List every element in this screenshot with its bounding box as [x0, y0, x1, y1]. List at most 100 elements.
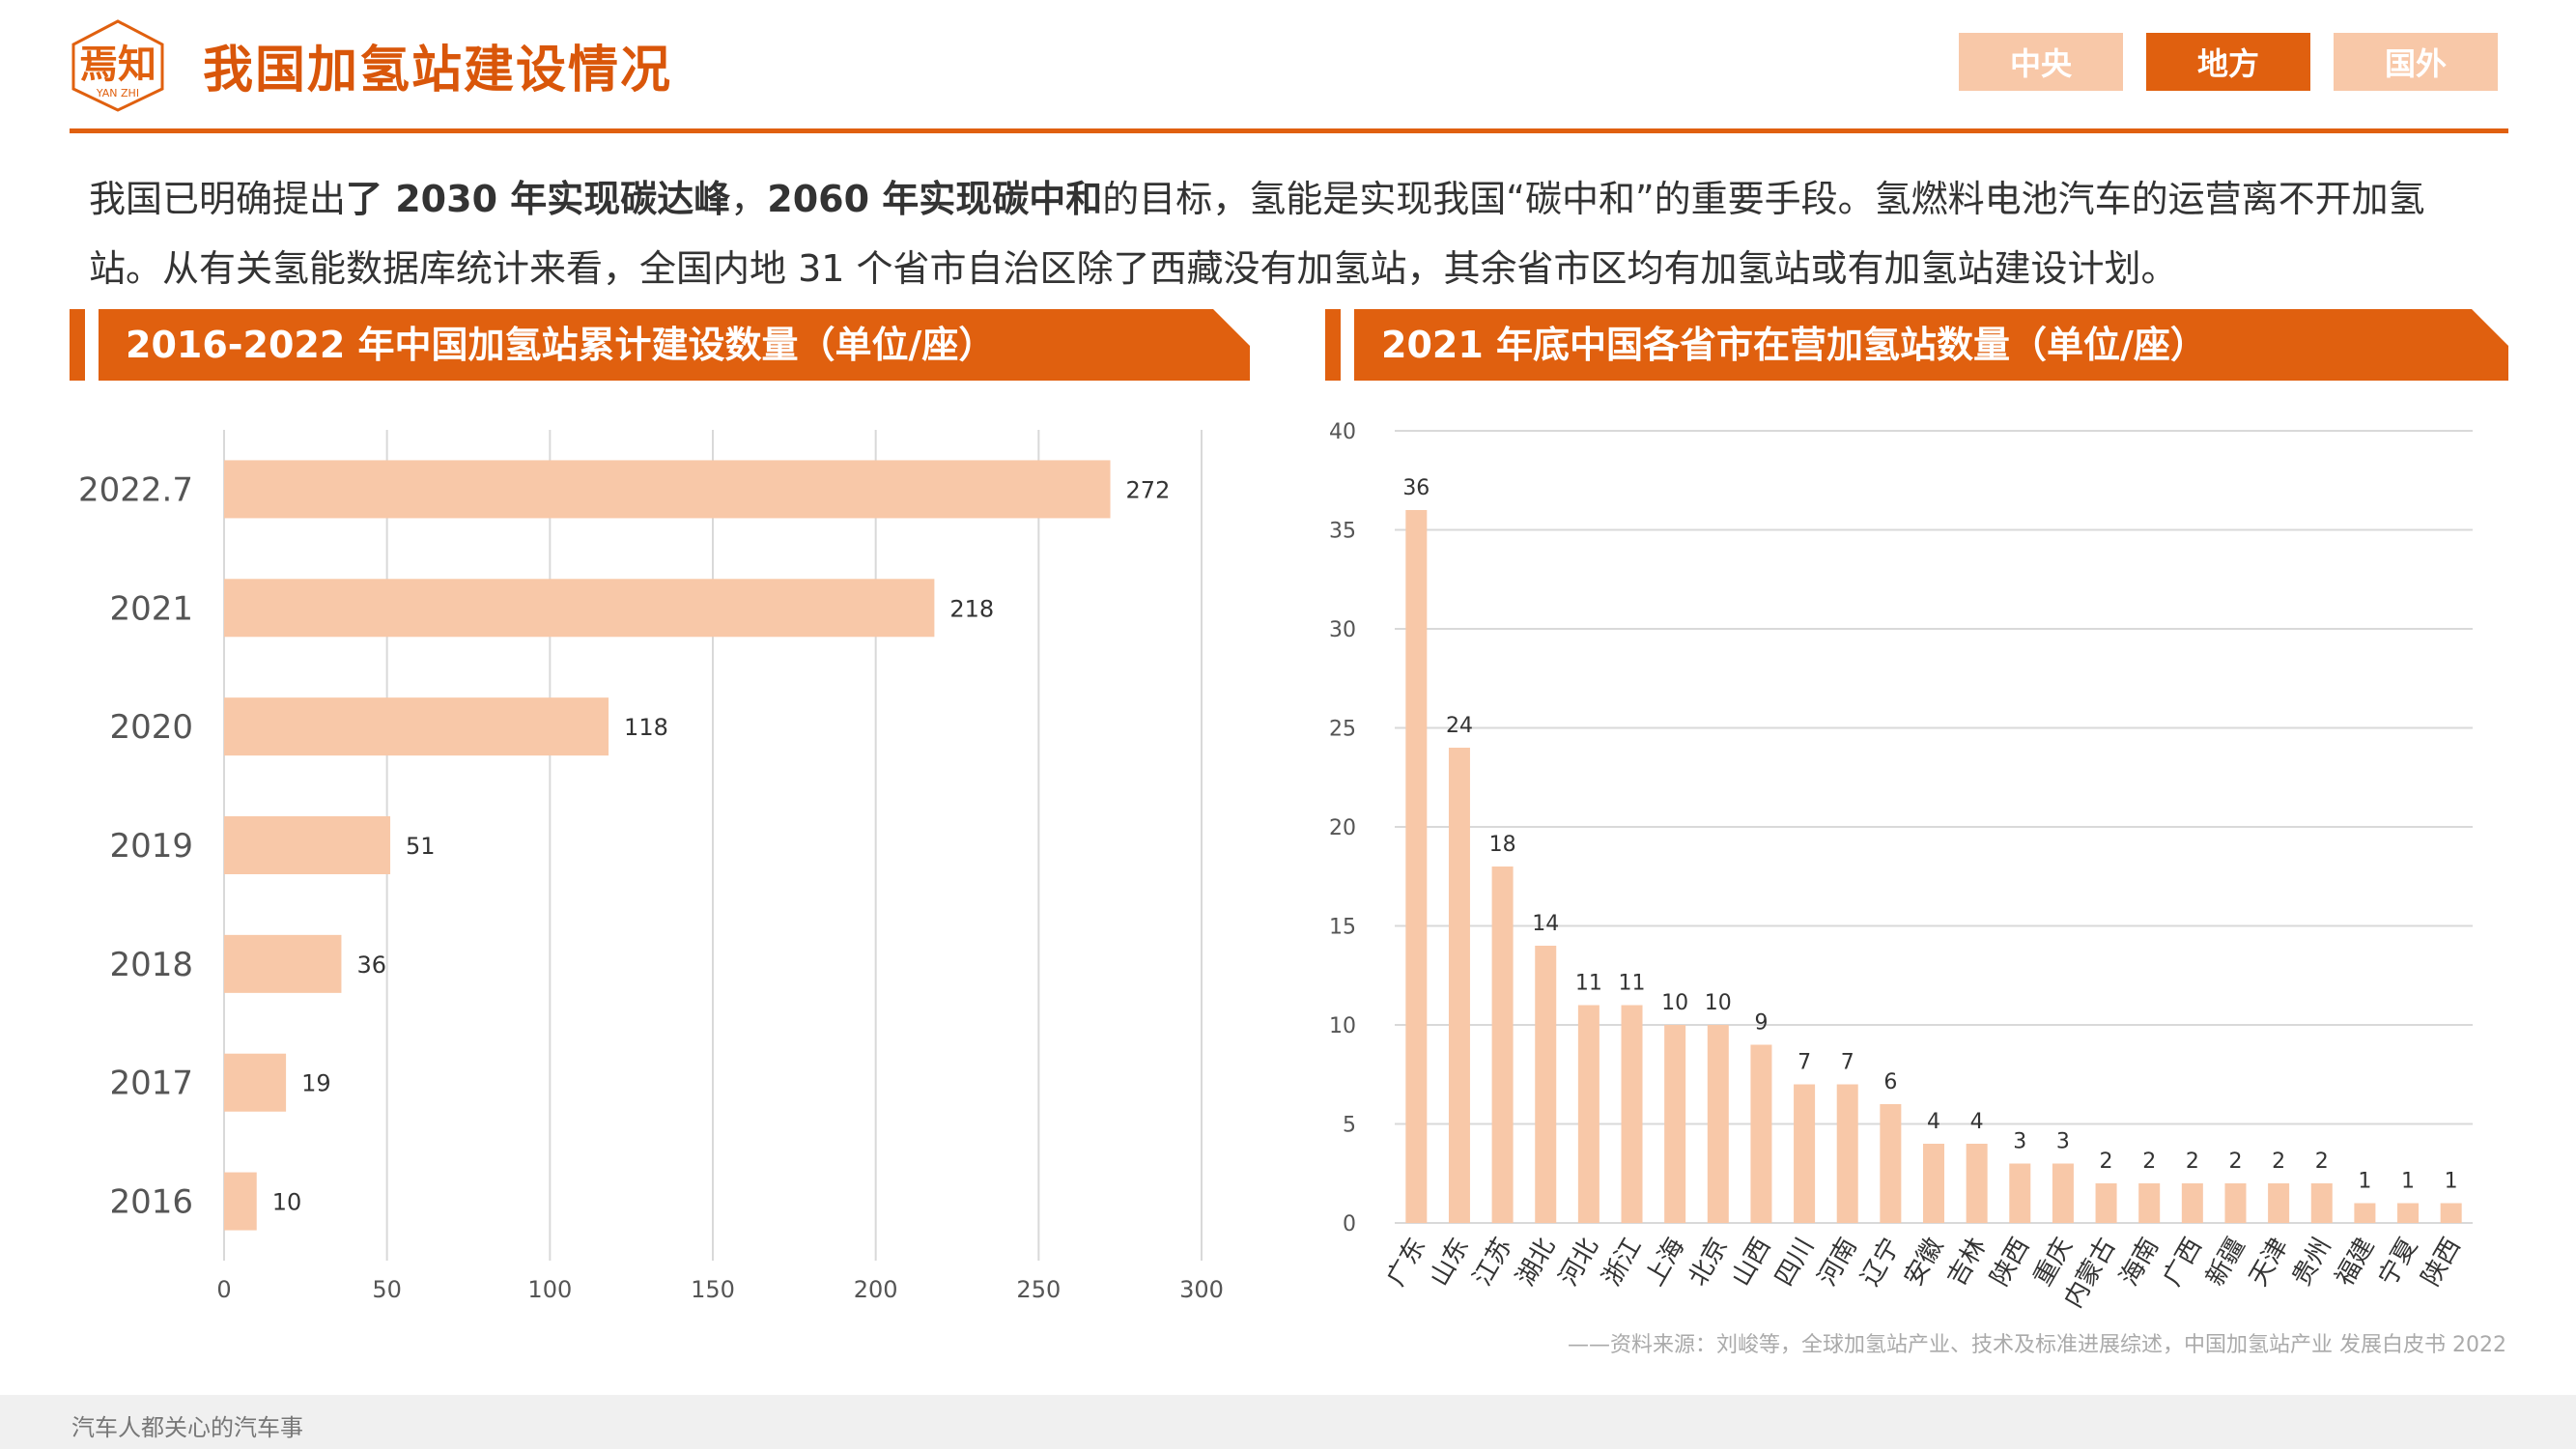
- category-label: 广东: [1381, 1234, 1431, 1292]
- y-tick-label: 35: [1329, 520, 1356, 544]
- bar: [1750, 1044, 1772, 1223]
- x-tick-label: 300: [1179, 1276, 1224, 1303]
- section-header-stub: [1325, 309, 1341, 381]
- source-note: ——资料来源：刘峻等，全球加氢站产业、技术及标准进展综述，中国加氢站产业 发展白…: [1568, 1333, 2506, 1357]
- bar: [2440, 1203, 2462, 1223]
- bar: [224, 816, 391, 874]
- data-label: 19: [301, 1070, 331, 1097]
- y-tick-label: 30: [1329, 618, 1356, 642]
- bar: [2095, 1183, 2117, 1223]
- y-tick-label: 40: [1329, 420, 1356, 444]
- x-tick-label: 100: [527, 1276, 572, 1303]
- data-label: 14: [1532, 912, 1559, 936]
- cumulative-stations-bar-chart: 0 50 100 150 200 250 300 2022.7 272 2021 218 2020 11…: [78, 430, 1224, 1303]
- bar: [1880, 1104, 1902, 1223]
- bar: [2224, 1183, 2247, 1223]
- tab-foreign[interactable]: 国外: [2334, 33, 2498, 91]
- category-label: 江苏: [1468, 1234, 1518, 1292]
- data-label: 11: [1619, 972, 1646, 996]
- x-tick-label: 50: [372, 1276, 402, 1303]
- bar: [2268, 1183, 2290, 1223]
- intro-highlight-1: 了 2030 年实现碳达峰: [346, 178, 731, 220]
- category-label: 四川: [1769, 1234, 1820, 1292]
- footer-bar: 汽车人都关心的汽车事: [0, 1395, 2576, 1449]
- data-label: 2: [2272, 1150, 2285, 1174]
- svg-text:YAN ZHI: YAN ZHI: [96, 87, 139, 99]
- category-label: 2020: [109, 708, 193, 747]
- data-label: 3: [2013, 1130, 2026, 1154]
- svg-text:焉知: 焉知: [79, 43, 156, 87]
- data-label: 2: [2186, 1150, 2199, 1174]
- category-label: 山西: [1727, 1234, 1777, 1292]
- category-label: 2018: [109, 946, 193, 984]
- bar: [224, 934, 342, 993]
- y-tick-label: 15: [1329, 916, 1356, 940]
- category-label: 福建: [2330, 1234, 2380, 1292]
- y-tick-label: 10: [1329, 1014, 1356, 1038]
- left-section-title: 2016-2022 年中国加氢站累计建设数量（单位/座）: [126, 324, 996, 366]
- category-label: 新疆: [2201, 1234, 2251, 1292]
- bar: [224, 1053, 287, 1112]
- bar: [2138, 1183, 2161, 1223]
- left-section-header: 2016-2022 年中国加氢站累计建设数量（单位/座）: [70, 309, 1250, 381]
- data-label: 24: [1446, 714, 1473, 738]
- data-label: 1: [2401, 1170, 2415, 1194]
- category-label: 2021: [109, 589, 193, 628]
- title-divider: [70, 128, 2508, 133]
- category-label: 浙江: [1598, 1234, 1648, 1292]
- bar: [1535, 946, 1557, 1223]
- category-label: 上海: [1640, 1234, 1690, 1292]
- bar: [1577, 1005, 1599, 1223]
- category-label: 2016: [109, 1183, 193, 1222]
- x-tick-label: 0: [216, 1276, 231, 1303]
- right-section-header: 2021 年底中国各省市在营加氢站数量（单位/座）: [1325, 309, 2508, 381]
- bar: [224, 697, 609, 756]
- tab-local[interactable]: 地方: [2146, 33, 2310, 91]
- data-label: 118: [624, 714, 668, 741]
- right-section-title: 2021 年底中国各省市在营加氢站数量（单位/座）: [1381, 324, 2207, 366]
- category-label: 河北: [1554, 1234, 1604, 1292]
- category-label: 2017: [109, 1065, 193, 1103]
- y-tick-label: 5: [1343, 1114, 1356, 1138]
- bar: [1405, 510, 1428, 1223]
- category-label: 吉林: [1942, 1234, 1993, 1292]
- bar: [2397, 1203, 2420, 1223]
- bar: [2009, 1163, 2031, 1223]
- section-header-stub: [70, 309, 85, 381]
- bar: [1836, 1084, 1858, 1223]
- province-stations-bar-chart: 051015202530354036广东24山东18江苏14湖北11河北11浙江…: [1329, 420, 2473, 1313]
- intro-text-1: 我国已明确提出: [89, 178, 347, 220]
- intro-highlight-2: 2060 年实现碳中和: [767, 178, 1103, 220]
- category-label: 湖北: [1511, 1234, 1561, 1292]
- x-tick-label: 200: [854, 1276, 898, 1303]
- page-title: 我国加氢站建设情况: [203, 42, 673, 99]
- category-label: 宁夏: [2373, 1234, 2423, 1292]
- section-header-bar: [1354, 309, 2508, 381]
- data-label: 2: [2100, 1150, 2113, 1174]
- bar: [1621, 1005, 1643, 1223]
- category-label: 河南: [1813, 1234, 1863, 1292]
- data-label: 7: [1841, 1051, 1854, 1075]
- intro-text-2: ，: [730, 178, 768, 220]
- data-label: 36: [1402, 476, 1430, 500]
- data-label: 9: [1754, 1011, 1768, 1036]
- x-tick-label: 250: [1016, 1276, 1061, 1303]
- bar: [224, 460, 1111, 519]
- data-label: 2: [2315, 1150, 2329, 1174]
- category-label: 2022.7: [78, 470, 193, 509]
- x-tick-label: 150: [691, 1276, 735, 1303]
- bar: [224, 1172, 257, 1231]
- data-label: 10: [1661, 991, 1688, 1015]
- data-label: 10: [1705, 991, 1732, 1015]
- data-label: 10: [272, 1189, 302, 1216]
- intro-paragraph: 我国已明确提出了 2030 年实现碳达峰，2060 年实现碳中和的目标，氢能是实…: [89, 164, 2494, 303]
- category-label: 陕西: [2417, 1234, 2467, 1292]
- data-label: 218: [949, 595, 994, 622]
- data-label: 272: [1126, 476, 1171, 503]
- footer-text: 汽车人都关心的汽车事: [71, 1414, 303, 1441]
- tab-central[interactable]: 中央: [1959, 33, 2123, 91]
- category-label: 海南: [2114, 1234, 2165, 1292]
- bar: [2181, 1183, 2203, 1223]
- category-label: 安徽: [1899, 1234, 1949, 1292]
- category-label: 贵州: [2287, 1234, 2337, 1292]
